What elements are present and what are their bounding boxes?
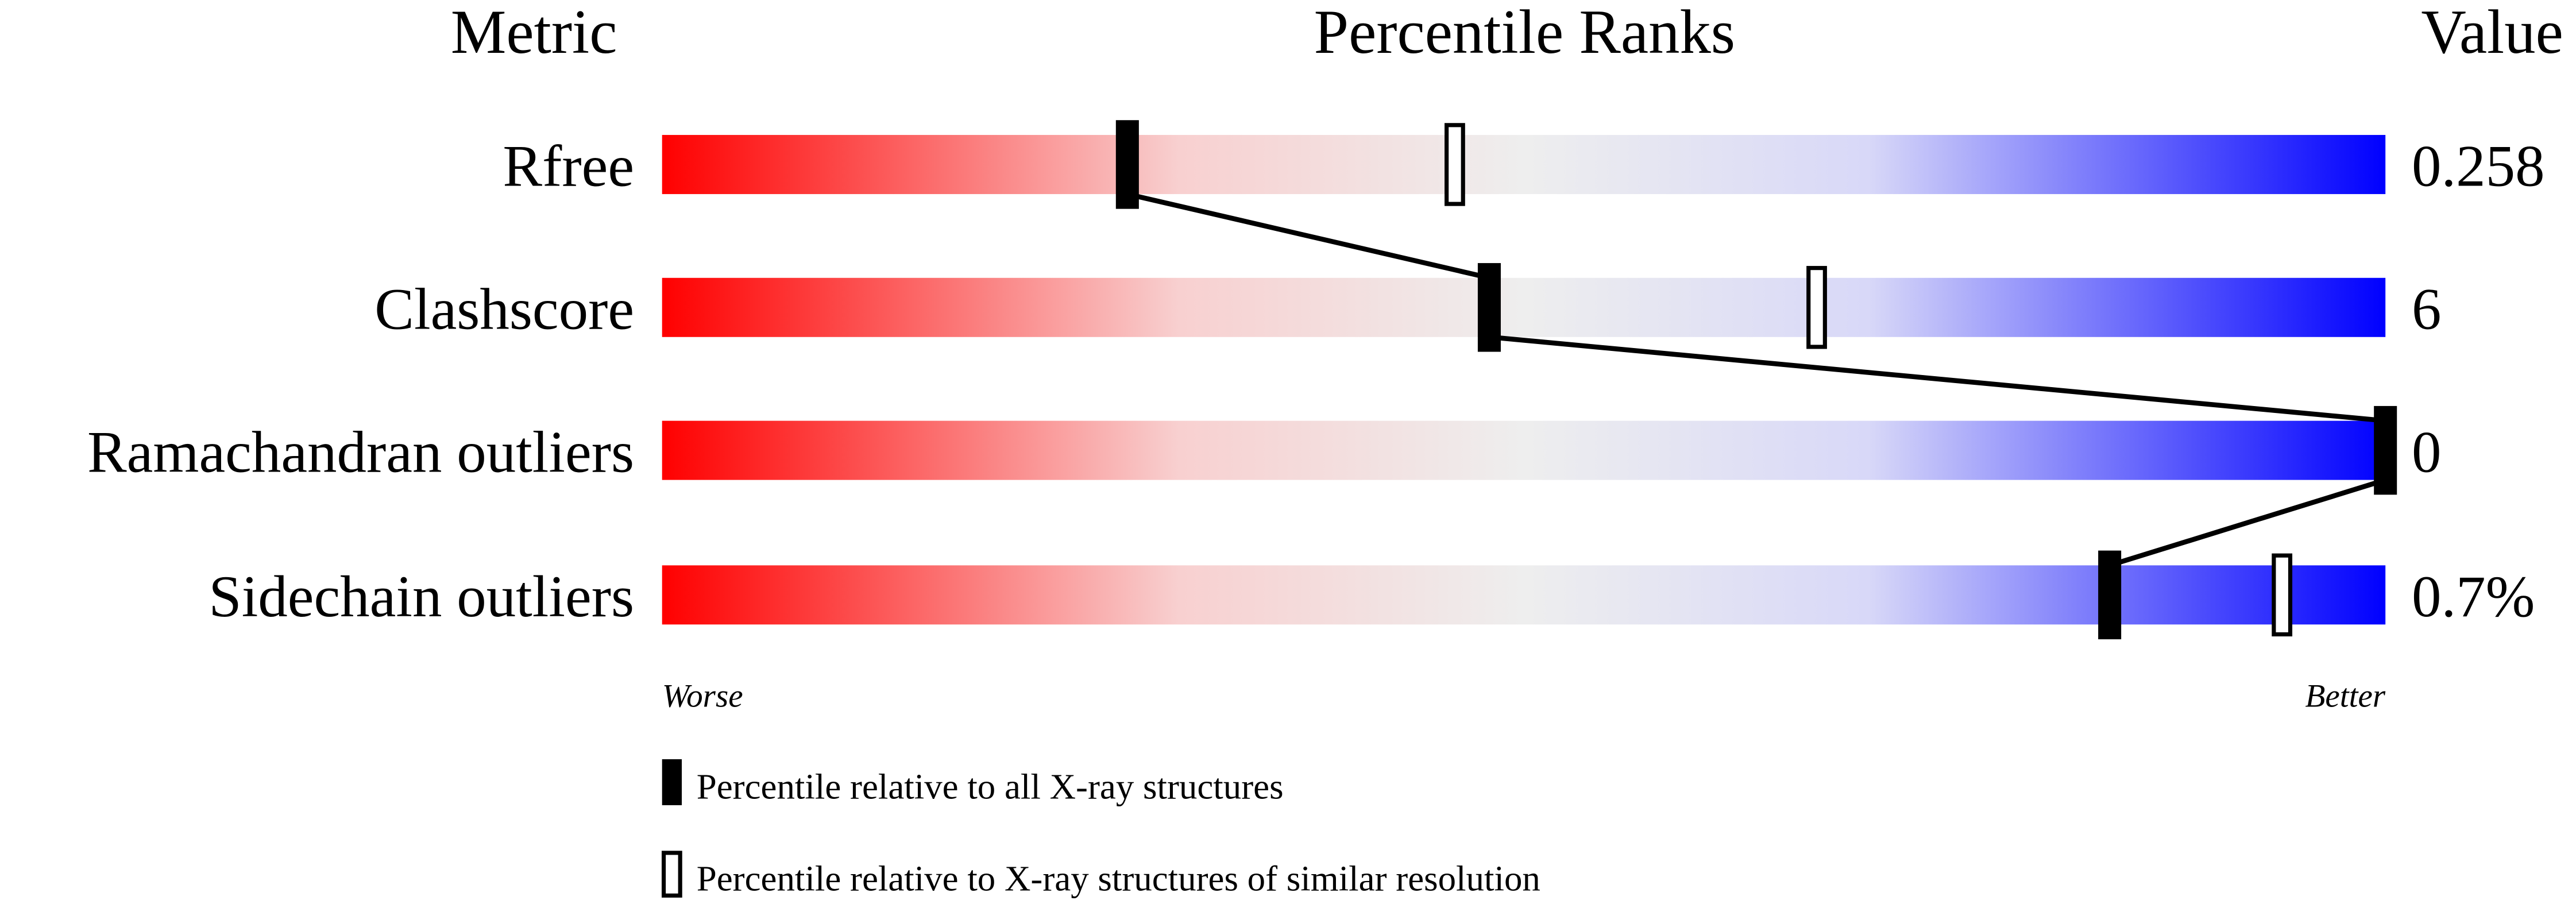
legend-filled-marker [662, 759, 682, 805]
axis-label-better: Better [2305, 678, 2385, 714]
similar-resolution-marker [2272, 553, 2293, 637]
header-metric: Metric [451, 0, 617, 67]
percentile-bar [662, 134, 2386, 194]
legend-open-label: Percentile relative to X-ray structures … [697, 859, 1540, 899]
metric-label: Clashscore [374, 276, 634, 342]
percentile-bar [662, 565, 2386, 625]
similar-resolution-marker [1806, 266, 1827, 349]
header-percentile-ranks: Percentile Ranks [1314, 0, 1735, 67]
all-structures-marker [1477, 263, 1501, 352]
metric-label: Sidechain outliers [208, 564, 634, 629]
percentile-bar [662, 420, 2386, 480]
all-structures-marker [1115, 120, 1139, 209]
similar-resolution-marker [1445, 123, 1465, 206]
connector-line [1489, 334, 2386, 423]
legend-open-marker [661, 851, 682, 898]
value-label: 0.258 [2412, 134, 2545, 199]
value-label: 0.7% [2412, 564, 2535, 629]
all-structures-marker [2374, 405, 2397, 495]
metric-label: Ramachandran outliers [87, 419, 634, 485]
header-value: Value [2421, 0, 2563, 67]
all-structures-marker [2098, 550, 2122, 640]
connector-line [2108, 477, 2386, 568]
value-label: 6 [2412, 276, 2441, 342]
legend-filled-label: Percentile relative to all X-ray structu… [697, 767, 1284, 807]
percentile-bar [662, 277, 2386, 337]
value-label: 0 [2412, 419, 2441, 485]
metric-label: Rfree [503, 134, 634, 199]
connector-line [1126, 191, 1490, 280]
axis-label-worse: Worse [662, 678, 743, 714]
